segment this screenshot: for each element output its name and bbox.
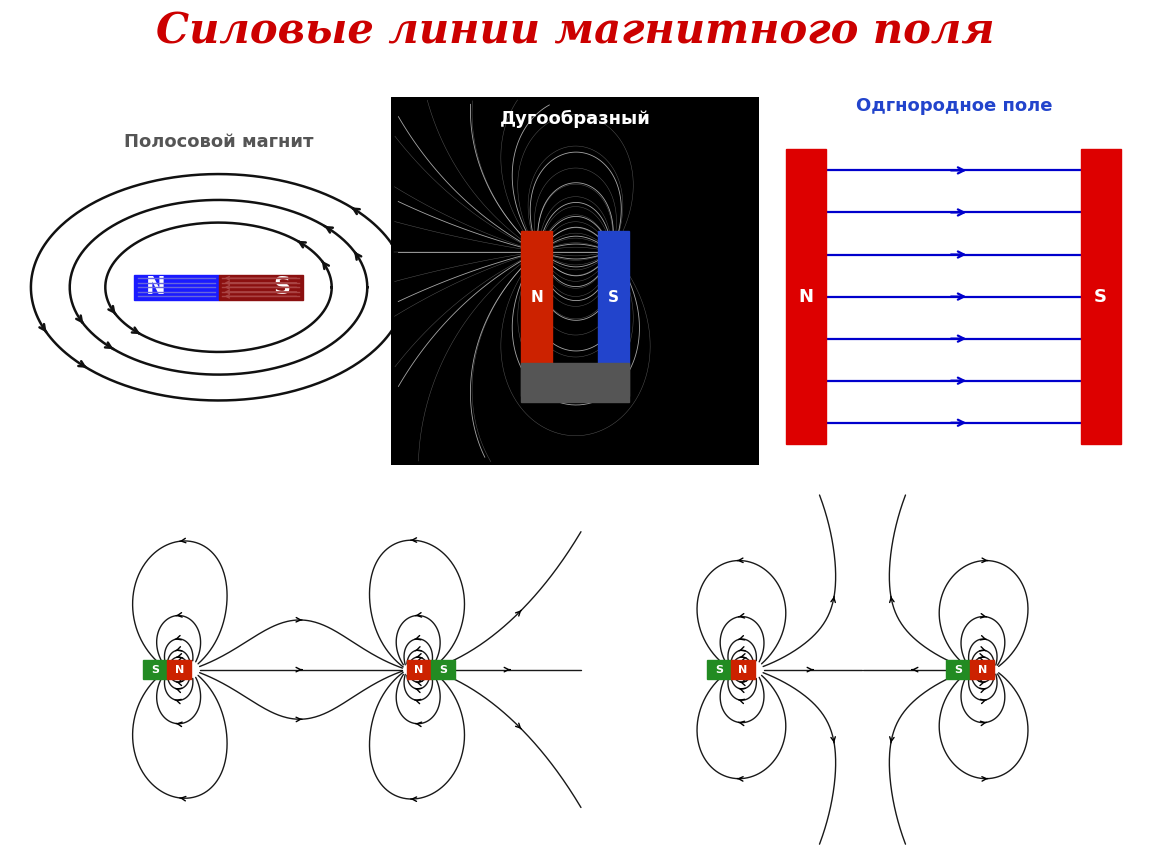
Text: Одгнородное поле: Одгнородное поле xyxy=(857,97,1052,115)
Text: S: S xyxy=(439,664,446,675)
Bar xyxy=(521,363,629,397)
Text: N: N xyxy=(146,276,166,299)
Bar xyxy=(787,149,826,444)
Bar xyxy=(521,231,552,365)
Bar xyxy=(218,275,302,300)
Text: Силовые линии магнитного поля: Силовые линии магнитного поля xyxy=(155,11,995,53)
Text: S: S xyxy=(152,664,159,675)
Bar xyxy=(971,660,995,679)
Text: Полосовой магнит: Полосовой магнит xyxy=(124,133,313,151)
Text: S: S xyxy=(1094,288,1107,306)
Text: S: S xyxy=(273,276,290,299)
Text: N: N xyxy=(738,664,748,675)
Text: N: N xyxy=(175,664,184,675)
Bar xyxy=(707,660,730,679)
Bar xyxy=(431,660,454,679)
Bar xyxy=(144,660,167,679)
Text: N: N xyxy=(414,664,423,675)
Text: N: N xyxy=(978,664,987,675)
Bar xyxy=(946,660,971,679)
Text: S: S xyxy=(715,664,722,675)
Bar xyxy=(598,231,629,365)
Bar xyxy=(1081,149,1120,444)
Bar xyxy=(407,660,431,679)
Text: S: S xyxy=(954,664,963,675)
Bar xyxy=(730,660,754,679)
Bar xyxy=(135,275,218,300)
Bar xyxy=(521,365,629,402)
Text: Дугообразный: Дугообразный xyxy=(499,110,651,128)
Text: S: S xyxy=(608,290,619,305)
Text: N: N xyxy=(530,290,543,305)
Text: N: N xyxy=(799,288,814,306)
Bar xyxy=(167,660,191,679)
